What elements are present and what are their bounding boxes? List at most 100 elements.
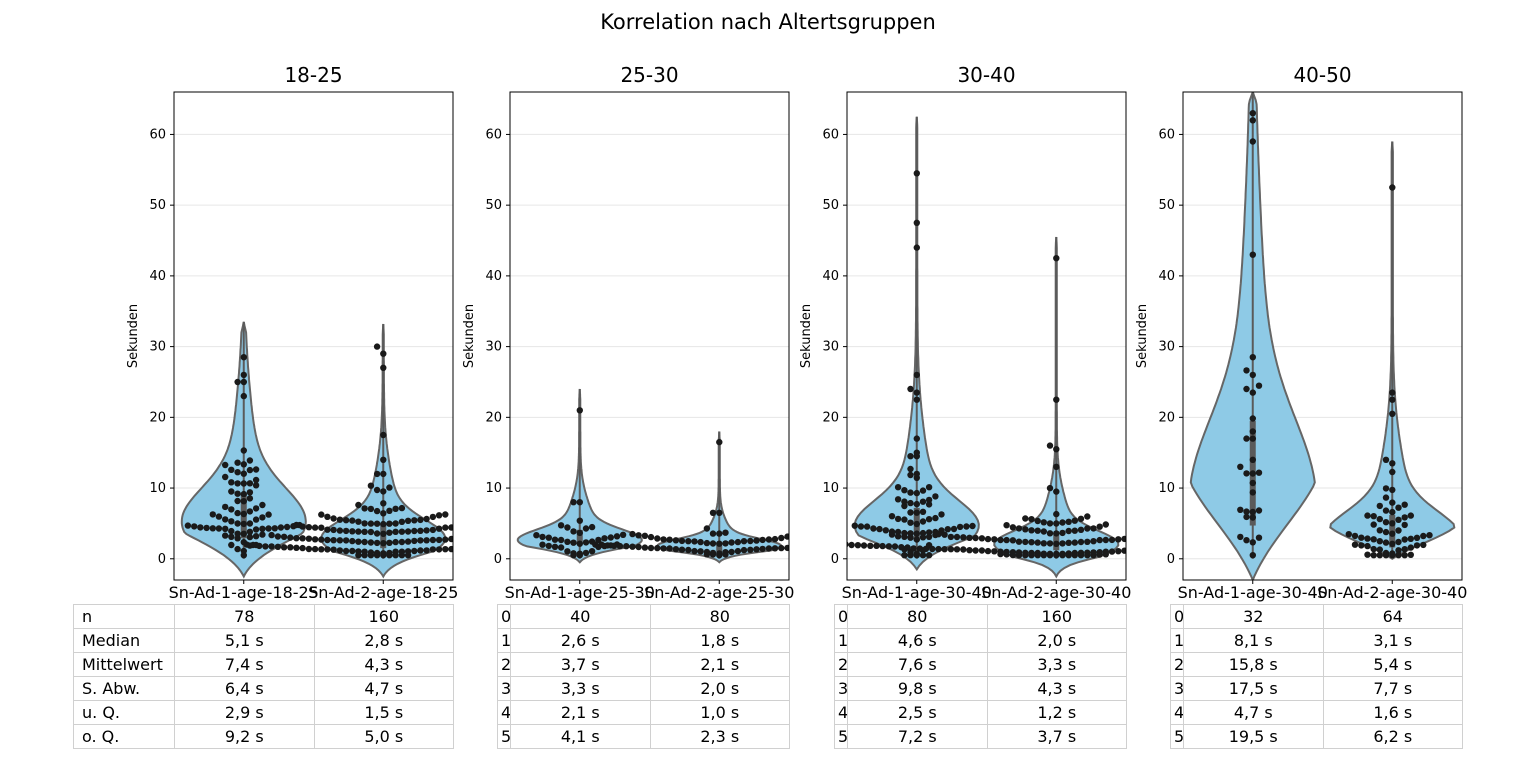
swarm-point — [1389, 184, 1396, 191]
swarm-point — [1351, 532, 1359, 540]
swarm-point — [753, 546, 760, 553]
swarm-point — [429, 513, 437, 521]
table-cell: 4,7 s — [313, 676, 454, 701]
swarm-point — [641, 544, 649, 551]
swarm-point — [919, 529, 927, 537]
swarm-point — [1096, 523, 1103, 530]
swarm-point — [336, 547, 344, 554]
plot-area — [1189, 92, 1456, 580]
swarm-point — [953, 533, 961, 541]
swarm-point — [907, 471, 914, 479]
swarm-point — [246, 520, 254, 527]
swarm-point — [647, 533, 655, 541]
swarm-point — [901, 552, 908, 559]
swarm-point — [305, 535, 313, 542]
x-tick-label: Sn-Ad-1-age-30-40 — [1178, 583, 1328, 602]
swarm-point — [635, 532, 642, 539]
swarm-point — [228, 518, 235, 525]
swarm-point — [1249, 508, 1257, 516]
y-tick-label: 10 — [822, 481, 839, 496]
swarm-point — [1134, 535, 1140, 541]
swarm-point — [901, 529, 908, 537]
swarm-point — [318, 524, 325, 531]
table-cell: 160 — [313, 604, 454, 629]
swarm-point — [913, 449, 920, 456]
y-tick-label: 30 — [149, 340, 166, 355]
swarm-point — [1034, 527, 1041, 534]
table-cell: 3,7 s — [986, 724, 1127, 749]
table-cell: 2,9 s — [174, 700, 315, 725]
table-cell: 6,4 s — [174, 676, 315, 701]
swarm-point — [919, 498, 927, 505]
swarm-point — [991, 548, 998, 555]
swarm-point — [607, 534, 614, 541]
swarm-point — [336, 527, 344, 534]
swarm-point — [582, 525, 590, 532]
x-tick-label: Sn-Ad-2-age-25-30 — [644, 583, 794, 602]
panel-18-25: 0 10 20 30 40 50 60 Sekunden 18-25 Sn-Ad-1-age-18… — [126, 63, 491, 602]
table-row-label: 3 — [1170, 676, 1184, 701]
swarm-point — [246, 508, 254, 515]
swarm-point — [324, 536, 331, 544]
swarm-point — [935, 545, 942, 553]
axes-frame — [173, 91, 454, 581]
swarm-point — [252, 533, 260, 540]
swarm-point — [703, 539, 711, 547]
table-cell: 7,2 s — [847, 724, 988, 749]
swarm-point — [222, 473, 229, 481]
swarm-point — [485, 532, 491, 538]
swarm-point — [1401, 521, 1408, 529]
table-row-label: 2 — [834, 652, 848, 677]
axes-frame — [1182, 91, 1463, 581]
swarm-point — [268, 531, 275, 539]
table-row: 3 9,8 s 4,3 s — [834, 676, 1127, 701]
swarm-point — [1389, 530, 1396, 537]
x-tick-label: Sn-Ad-2-age-30-40 — [1317, 583, 1467, 602]
swarm-point — [978, 535, 986, 542]
swarm-point — [222, 503, 229, 511]
swarm-point — [392, 505, 399, 512]
swarm-point — [435, 536, 443, 544]
swarm-point — [803, 544, 809, 550]
swarm-point — [1376, 502, 1384, 510]
swarm-point — [262, 543, 269, 550]
y-tick-label: 0 — [158, 552, 166, 567]
swarm-point — [1053, 463, 1060, 470]
swarm-point — [1040, 540, 1048, 547]
swarm-point — [1009, 537, 1017, 544]
table-cell: 3,7 s — [510, 652, 651, 677]
swarm-point — [860, 542, 868, 549]
swarm-point — [1022, 549, 1029, 556]
swarm-point — [311, 524, 319, 531]
swarm-point — [901, 487, 908, 494]
panel-title: 30-40 — [957, 63, 1015, 87]
swarm-point — [1382, 549, 1390, 557]
swarm-point — [997, 548, 1004, 555]
swarm-point — [442, 511, 449, 518]
table-row-label: 1 — [834, 628, 848, 653]
swarm-point — [907, 509, 914, 516]
swarm-point — [367, 549, 375, 556]
swarm-point — [1096, 536, 1103, 544]
table-cell: 3,3 s — [510, 676, 651, 701]
swarm-point — [392, 520, 399, 527]
swarm-point — [533, 532, 540, 539]
swarm-point — [367, 520, 375, 527]
swarm-point — [1102, 536, 1110, 544]
swarm-point — [1345, 531, 1353, 538]
swarm-point — [1077, 526, 1085, 533]
table-row: 1 4,6 s 2,0 s — [834, 628, 1127, 653]
swarm-point — [228, 488, 235, 495]
swarm-point — [771, 535, 779, 543]
swarm-point — [734, 538, 742, 546]
stats-table-18-25: n 78 160 Median 5,1 s 2,8 s Mittelwert 7,4 s 4,3… — [73, 604, 454, 749]
y-tick-label: 50 — [1158, 198, 1175, 213]
x-tick-label: Sn-Ad-2-age-30-40 — [981, 583, 1131, 602]
swarm-point — [1046, 530, 1054, 537]
swarm-point — [1071, 549, 1079, 557]
swarm-point — [1084, 538, 1091, 545]
swarm-point — [398, 548, 406, 555]
swarm-point — [380, 540, 387, 547]
swarm-point — [240, 498, 247, 505]
swarm-point — [894, 515, 902, 523]
